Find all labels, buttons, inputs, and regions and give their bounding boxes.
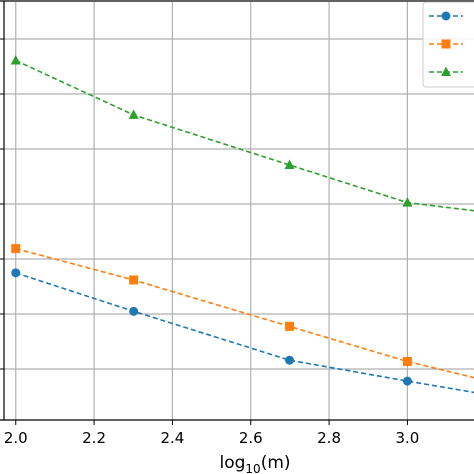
- x-tick-label-2: 2.4: [160, 429, 184, 447]
- series-1-point-2: [285, 355, 295, 365]
- x-tick-labels: 2.0 2.2 2.4 2.6 2.8 3.0: [4, 429, 420, 447]
- x-tick-label-3: 2.6: [239, 429, 263, 447]
- x-tick-label-1: 2.2: [82, 429, 106, 447]
- series-3-point-2: [284, 159, 295, 170]
- legend-marker-1: [441, 11, 451, 21]
- x-tick-label-5: 3.0: [395, 429, 419, 447]
- series-2-point-2: [285, 321, 295, 331]
- series-1-point-3: [402, 376, 412, 386]
- series-2-point-0: [11, 244, 21, 254]
- series-3-point-0: [10, 55, 21, 65]
- series-3-line: [15, 59, 474, 212]
- legend-marker-3: [441, 66, 451, 76]
- series-1-point-1: [129, 306, 139, 316]
- series-1: [11, 268, 474, 394]
- series-3-point-3: [402, 197, 413, 207]
- series-3: [10, 55, 474, 212]
- legend-marker-2: [441, 39, 451, 49]
- series-2: [11, 244, 474, 379]
- legend: [422, 1, 474, 88]
- grid: [4, 2, 474, 420]
- axes-frame: [0, 0, 474, 425]
- series-1-point-0: [11, 268, 21, 278]
- x-tick-label-4: 2.8: [317, 429, 341, 447]
- x-tick-label-0: 2.0: [4, 429, 28, 447]
- series-layer: [10, 55, 474, 394]
- series-2-point-3: [402, 356, 412, 366]
- series-3-point-1: [128, 109, 139, 119]
- x-axis-label: log10(m): [219, 453, 290, 474]
- series-2-point-1: [129, 275, 139, 285]
- series-1-line: [15, 272, 474, 394]
